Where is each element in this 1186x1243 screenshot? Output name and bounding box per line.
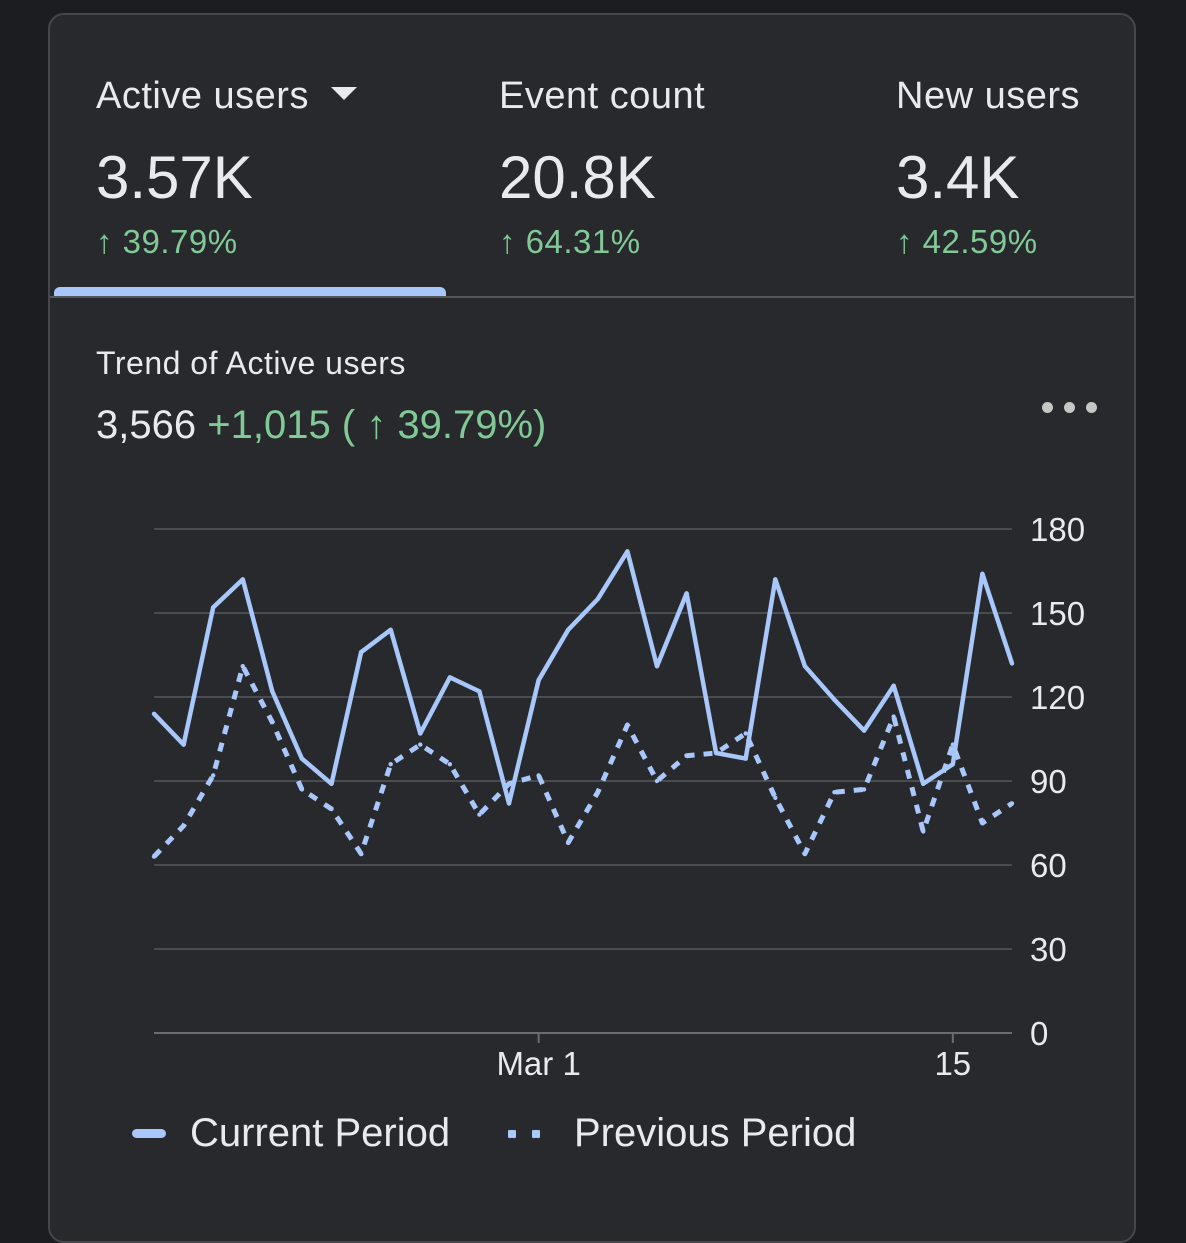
caret-down-icon[interactable] — [330, 87, 357, 101]
metric-value: 3.57K — [96, 144, 253, 211]
data-point — [477, 689, 482, 694]
data-point — [240, 577, 245, 582]
data-point — [1009, 801, 1015, 806]
data-point — [210, 605, 216, 610]
data-point — [1009, 661, 1015, 666]
data-point — [506, 801, 512, 806]
data-point — [950, 762, 956, 767]
selected-tab-indicator — [54, 287, 446, 296]
x-tick-label: Mar 1 — [496, 1045, 580, 1082]
data-point — [891, 714, 896, 719]
data-point — [358, 650, 364, 655]
data-point — [270, 720, 275, 725]
y-tick-label: 150 — [1030, 595, 1085, 632]
y-tick-label: 60 — [1030, 847, 1067, 884]
summary-change: +1,015 ( ↑ 39.79%) — [207, 403, 547, 447]
data-point — [151, 854, 157, 859]
data-point — [802, 664, 808, 669]
metrics-card: Active users 3.57K ↑ 39.79% Event count … — [48, 13, 1136, 1243]
summary-total: 3,566 — [96, 403, 197, 447]
trend-chart: 180 150 120 90 60 30 0 Mar 1 15 — [151, 511, 1085, 1082]
data-point — [536, 678, 541, 683]
data-point — [921, 781, 926, 786]
data-point — [950, 742, 956, 747]
data-point — [713, 750, 719, 756]
data-point — [240, 664, 245, 669]
data-point — [447, 762, 453, 767]
data-point — [595, 790, 600, 795]
data-point — [861, 787, 867, 792]
data-point — [921, 829, 926, 834]
data-point — [832, 697, 837, 702]
data-point — [684, 591, 689, 596]
solid-line-icon — [132, 1129, 166, 1138]
y-tick-label: 0 — [1030, 1015, 1048, 1052]
data-point — [625, 722, 630, 728]
data-point — [861, 728, 867, 733]
data-point — [329, 781, 334, 786]
series-line-current-period — [152, 549, 1015, 806]
data-point — [980, 571, 985, 576]
legend-current-period[interactable]: Current Period — [132, 1111, 450, 1156]
data-point — [654, 664, 660, 669]
y-tick-label: 90 — [1030, 763, 1067, 800]
data-point — [506, 781, 512, 786]
data-point — [566, 627, 571, 632]
metric-value: 20.8K — [499, 144, 656, 211]
metric-delta: ↑ 64.31% — [499, 223, 641, 260]
legend-label: Current Period — [190, 1111, 451, 1155]
data-point — [891, 683, 896, 688]
metric-value: 3.4K — [896, 144, 1020, 211]
data-point — [625, 549, 630, 554]
data-point — [299, 787, 305, 792]
data-point — [773, 577, 778, 582]
legend-label: Previous Period — [574, 1111, 857, 1155]
y-tick-label: 180 — [1030, 511, 1085, 548]
data-point — [743, 756, 748, 761]
data-point — [536, 773, 541, 778]
metric-delta: ↑ 42.59% — [896, 223, 1038, 260]
data-point — [329, 806, 334, 812]
data-point — [832, 790, 837, 795]
metric-delta: ↑ 39.79% — [96, 223, 238, 260]
data-point — [477, 812, 482, 817]
data-point — [299, 756, 305, 761]
x-tick-label: 15 — [934, 1045, 971, 1082]
dotted-line-icon — [508, 1129, 542, 1138]
y-tick-label: 30 — [1030, 931, 1067, 968]
data-point — [358, 851, 364, 856]
chart-summary: 3,566 +1,015 ( ↑ 39.79%) — [96, 403, 546, 448]
data-point — [270, 689, 275, 694]
metric-label: New users — [896, 75, 1080, 117]
data-point — [980, 820, 985, 826]
metric-label: Active users — [96, 75, 357, 118]
data-point — [151, 711, 157, 716]
data-point — [388, 762, 393, 767]
data-point — [181, 823, 186, 828]
chart-title: Trend of Active users — [96, 345, 406, 381]
data-point — [654, 778, 660, 784]
data-point — [418, 742, 423, 747]
data-point — [566, 840, 571, 845]
tab-divider — [50, 296, 1134, 298]
data-point — [388, 627, 393, 632]
data-point — [773, 795, 778, 800]
data-point — [802, 851, 808, 856]
legend-previous-period[interactable]: Previous Period — [508, 1111, 856, 1156]
y-tick-label: 120 — [1030, 679, 1085, 716]
data-point — [447, 675, 453, 680]
data-point — [418, 731, 423, 736]
series-line-previous-period — [152, 663, 1014, 859]
data-point — [210, 773, 216, 778]
data-point — [684, 753, 689, 758]
data-point — [595, 596, 600, 602]
data-point — [743, 731, 748, 736]
data-point — [181, 742, 186, 747]
metric-label: Event count — [499, 75, 706, 117]
more-horizontal-icon[interactable] — [1042, 393, 1098, 423]
